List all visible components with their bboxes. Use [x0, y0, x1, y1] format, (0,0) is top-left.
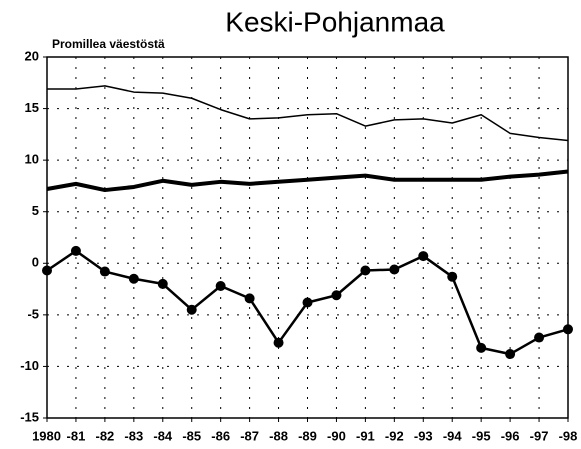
series-line: [46, 169, 569, 193]
point: [331, 290, 342, 301]
point: [128, 273, 139, 284]
y-tick-label: 10: [25, 152, 39, 167]
y-tick-label: -15: [20, 409, 39, 424]
point: [42, 265, 52, 276]
x-tick-label: -87: [240, 428, 259, 443]
x-tick-label: -86: [211, 428, 230, 443]
point: [563, 324, 573, 335]
point: [447, 271, 458, 282]
point: [244, 293, 255, 304]
x-tick-label: -83: [124, 428, 143, 443]
point: [157, 278, 168, 289]
x-tick-label: -81: [67, 428, 86, 443]
y-tick-label: -10: [20, 358, 39, 373]
x-tick-label: -93: [414, 428, 433, 443]
y-tick-label: -5: [27, 306, 39, 321]
y-axis-label: Promillea väestöstä: [52, 37, 165, 51]
point: [302, 297, 313, 308]
x-tick-label: -97: [530, 428, 549, 443]
x-tick-label: -84: [153, 428, 173, 443]
x-tick-label: -91: [356, 428, 375, 443]
point: [360, 265, 371, 276]
x-tick-label: -88: [269, 428, 288, 443]
point: [476, 342, 487, 353]
y-tick-label: 20: [25, 48, 39, 63]
point: [389, 264, 400, 275]
point: [70, 245, 81, 256]
x-tick-label: -89: [298, 428, 317, 443]
y-tick-label: 15: [25, 100, 39, 115]
point: [273, 337, 284, 348]
x-tick-label: -90: [327, 428, 346, 443]
y-tick-label: 0: [32, 255, 39, 270]
x-tick-label: -94: [443, 428, 463, 443]
point: [505, 349, 516, 360]
x-tick-label: -98: [559, 428, 578, 443]
x-tick-label: -95: [472, 428, 491, 443]
point: [215, 280, 226, 291]
x-tick-label: -96: [501, 428, 520, 443]
x-tick-label: -85: [182, 428, 201, 443]
point: [418, 251, 429, 262]
point: [534, 332, 545, 343]
y-tick-label: 5: [32, 203, 39, 218]
series-line: [47, 85, 569, 142]
x-tick-label: -92: [385, 428, 404, 443]
chart-title: Keski-Pohjanmaa: [225, 6, 445, 37]
x-tick-label: -82: [95, 428, 114, 443]
point: [186, 304, 197, 315]
point: [99, 266, 110, 277]
x-tick-label: 1980: [32, 428, 61, 443]
